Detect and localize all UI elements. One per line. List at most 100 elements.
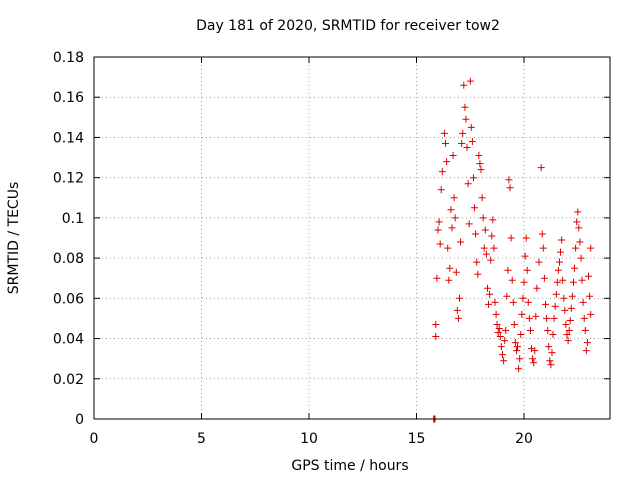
data-point [488, 232, 496, 240]
data-point [438, 168, 446, 176]
data-point [587, 310, 595, 318]
data-point [463, 144, 471, 151]
axis-ticks: 0 0.02 0.04 0.06 0.08 0.1 0.12 0.14 0.16 0.18 0 5 10… [53, 50, 610, 447]
data-point [583, 339, 591, 347]
data-point [500, 357, 508, 365]
data-point [517, 331, 525, 338]
data-point [538, 230, 546, 238]
data-point [481, 226, 489, 234]
data-point [546, 357, 554, 365]
data-point [465, 220, 473, 228]
data-point [495, 325, 503, 332]
data-point [450, 194, 458, 202]
data-point [518, 310, 526, 318]
data-point [456, 294, 463, 302]
data-point [511, 339, 519, 347]
chart-title: Day 181 of 2020, SRMTID for receiver tow… [196, 18, 500, 34]
data-point [587, 244, 595, 252]
data-point [506, 184, 514, 192]
data-point [547, 361, 555, 369]
y-tick-label: 0.14 [53, 130, 84, 146]
data-point [508, 276, 516, 284]
data-point [582, 347, 590, 355]
data-point [567, 304, 575, 312]
data-point [545, 343, 553, 351]
data-point [520, 278, 528, 286]
data-point [578, 276, 586, 284]
data-point [484, 284, 491, 292]
data-point [497, 343, 505, 351]
data-point [443, 158, 451, 166]
data-point [486, 290, 494, 298]
data-point [501, 337, 509, 345]
data-point [447, 206, 455, 214]
x-axis-label: GPS time / hours [291, 458, 408, 474]
data-point [557, 248, 564, 256]
data-point [544, 327, 552, 334]
data-point [492, 310, 500, 318]
data-point [559, 276, 567, 284]
data-point [576, 238, 584, 246]
data-point [482, 250, 490, 258]
data-point [434, 226, 442, 234]
x-tick-label: 15 [408, 431, 426, 447]
data-point [580, 314, 588, 322]
data-point [539, 244, 547, 252]
data-point [543, 314, 551, 322]
data-point [471, 204, 478, 212]
data-point [532, 312, 540, 320]
data-point [556, 258, 563, 266]
data-point [458, 140, 466, 147]
data-point [480, 244, 488, 252]
x-tick-label: 0 [90, 431, 99, 447]
data-point [516, 355, 524, 363]
data-point [537, 164, 545, 172]
y-tick-label: 0.08 [53, 251, 84, 267]
data-point [574, 208, 582, 216]
data-point [519, 294, 527, 302]
data-point [510, 321, 518, 328]
data-point [499, 351, 506, 359]
data-point [487, 256, 495, 264]
plot-frame [93, 56, 611, 420]
data-point [550, 314, 558, 322]
data-point [540, 274, 548, 282]
data-point [560, 294, 568, 302]
y-tick-label: 0.02 [53, 372, 84, 388]
data-point [507, 234, 515, 242]
data-point [475, 152, 483, 159]
data-point [449, 152, 457, 159]
data-point [448, 224, 456, 232]
data-point [564, 337, 572, 345]
data-point [577, 254, 585, 262]
data-point [502, 327, 510, 334]
data-point [470, 174, 477, 182]
data-point [551, 302, 559, 310]
data-point [493, 321, 501, 328]
scatter-points [430, 77, 595, 423]
data-point [435, 218, 443, 226]
data-point [464, 180, 472, 188]
y-tick-label: 0.04 [53, 332, 84, 348]
data-point [467, 123, 475, 131]
data-point [462, 115, 470, 123]
data-point [572, 244, 580, 252]
data-point [568, 292, 576, 300]
data-point [473, 258, 481, 266]
data-point [490, 244, 498, 252]
data-point [468, 138, 476, 145]
grid-layer [94, 57, 610, 419]
y-axis-label: SRMTID / TECUs [6, 182, 22, 295]
data-point [562, 321, 570, 328]
data-point [491, 298, 499, 306]
data-point [525, 314, 533, 322]
x-tick-label: 10 [300, 431, 318, 447]
data-point [444, 244, 452, 252]
data-point [474, 270, 482, 278]
data-point [479, 214, 487, 222]
data-point [494, 329, 502, 336]
data-point [529, 355, 537, 363]
data-point [445, 276, 453, 284]
data-point [515, 365, 523, 373]
data-point [436, 240, 444, 248]
